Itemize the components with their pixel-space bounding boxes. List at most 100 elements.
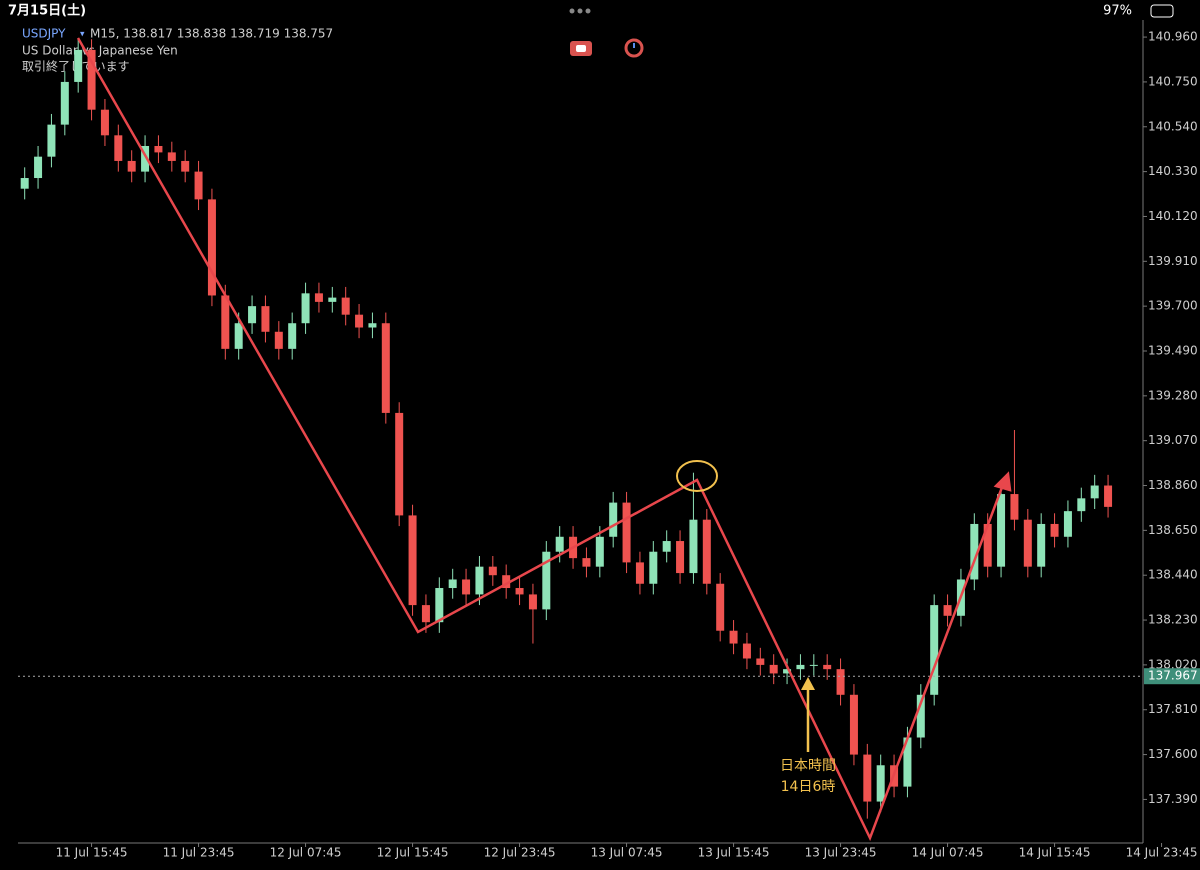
clock-icon[interactable] xyxy=(624,38,644,58)
candle-body xyxy=(1077,498,1086,512)
candle-body xyxy=(1010,494,1019,520)
candle-body xyxy=(943,605,952,616)
battery-icon xyxy=(1150,4,1174,18)
annotation-text: 日本時間 xyxy=(780,758,836,774)
trend-line xyxy=(76,37,1006,842)
candle-body xyxy=(34,156,43,179)
candle-body xyxy=(368,323,377,328)
candle-body xyxy=(676,541,685,574)
candle-body xyxy=(729,630,738,644)
annotation-text: 14日6時 xyxy=(781,779,836,795)
candle-body xyxy=(836,669,845,695)
candle-body xyxy=(1104,485,1113,507)
x-tick-label: 12 Jul 15:45 xyxy=(377,846,449,860)
candle-body xyxy=(435,588,444,623)
candle-body xyxy=(689,519,698,574)
candle-body xyxy=(60,81,69,125)
candle-body xyxy=(1037,523,1046,567)
multitask-dots xyxy=(569,8,591,14)
symbol-dropdown[interactable]: ▾ xyxy=(80,30,85,40)
y-tick-label: 139.700 xyxy=(1148,299,1198,313)
x-tick-label: 14 Jul 07:45 xyxy=(912,846,984,860)
candle-body xyxy=(20,178,29,189)
highlight-circle xyxy=(676,460,718,492)
candle-body xyxy=(194,171,203,200)
candle-body xyxy=(355,314,364,328)
candle-body xyxy=(702,519,711,584)
candle-body xyxy=(274,331,283,349)
candle-body xyxy=(635,562,644,584)
quote: M15, 138.817 138.838 138.719 138.757 xyxy=(90,27,333,41)
candle-body xyxy=(1090,485,1099,499)
candle-body xyxy=(997,494,1006,567)
last-price-label: 137.967 xyxy=(1148,669,1198,683)
plot: 137.390 137.600 137.810 138.020 138.230 138.4… xyxy=(18,30,1200,860)
candle-body xyxy=(261,306,270,332)
candle-body xyxy=(488,566,497,576)
candle-body xyxy=(328,297,337,302)
candle-body xyxy=(823,664,832,670)
candle-body xyxy=(1050,523,1059,537)
candle-body xyxy=(983,523,992,567)
x-tick-label: 14 Jul 15:45 xyxy=(1019,846,1091,860)
candle-body xyxy=(395,412,404,516)
candle-body xyxy=(475,566,484,595)
candle-body xyxy=(502,575,511,589)
x-tick-label: 13 Jul 15:45 xyxy=(698,846,770,860)
candle-body xyxy=(756,658,765,665)
candle-body xyxy=(809,664,818,666)
candle-body xyxy=(207,199,216,296)
y-tick-label: 139.910 xyxy=(1148,254,1198,268)
candle-body xyxy=(154,145,163,153)
candle-body xyxy=(248,306,257,324)
x-tick-label: 14 Jul 23:45 xyxy=(1126,846,1198,860)
y-tick-label: 139.070 xyxy=(1148,433,1198,447)
description: US Dollar vs Japanese Yen xyxy=(22,44,178,58)
candle-body xyxy=(863,754,872,802)
candle-body xyxy=(662,541,671,552)
y-tick-label: 140.750 xyxy=(1148,74,1198,88)
trend-lines xyxy=(76,37,1012,842)
candle-body xyxy=(74,49,83,82)
candle-body xyxy=(849,694,858,755)
candle-body xyxy=(1063,511,1072,537)
candle-body xyxy=(181,160,190,172)
candle-body xyxy=(609,502,618,537)
last-price-box xyxy=(1144,668,1200,685)
candle-body xyxy=(783,669,792,674)
candle-body xyxy=(528,594,537,610)
y-tick-label: 138.440 xyxy=(1148,568,1198,582)
candle-body xyxy=(47,124,56,157)
status-date: 7月15日(土) xyxy=(8,3,86,19)
y-tick-label: 139.490 xyxy=(1148,343,1198,357)
candle-body xyxy=(341,297,350,315)
candle-body xyxy=(301,293,310,324)
candle-body xyxy=(582,558,591,567)
y-tick-label: 137.600 xyxy=(1148,747,1198,761)
x-tick-label: 11 Jul 23:45 xyxy=(163,846,235,860)
candle-body xyxy=(796,664,805,670)
x-tick-label: 13 Jul 23:45 xyxy=(805,846,877,860)
y-tick-label: 140.960 xyxy=(1148,30,1198,44)
candle-body xyxy=(595,536,604,567)
y-tick-label: 137.390 xyxy=(1148,792,1198,806)
candle-body xyxy=(622,502,631,563)
candle-body xyxy=(716,583,725,631)
candle-body xyxy=(555,536,564,552)
annotation-arrow-head xyxy=(801,677,815,690)
candle-body xyxy=(408,515,417,606)
y-tick-label: 138.230 xyxy=(1148,613,1198,627)
candle-body xyxy=(100,109,109,136)
candle-body xyxy=(141,145,150,172)
candle-body xyxy=(769,664,778,674)
y-tick-label: 138.650 xyxy=(1148,523,1198,537)
x-tick-label: 11 Jul 15:45 xyxy=(56,846,128,860)
symbol[interactable]: USDJPY xyxy=(22,27,66,41)
candle-body xyxy=(916,694,925,738)
candle-body xyxy=(876,765,885,802)
toolbar-icon-detail xyxy=(576,45,586,52)
candle-body xyxy=(234,323,243,349)
